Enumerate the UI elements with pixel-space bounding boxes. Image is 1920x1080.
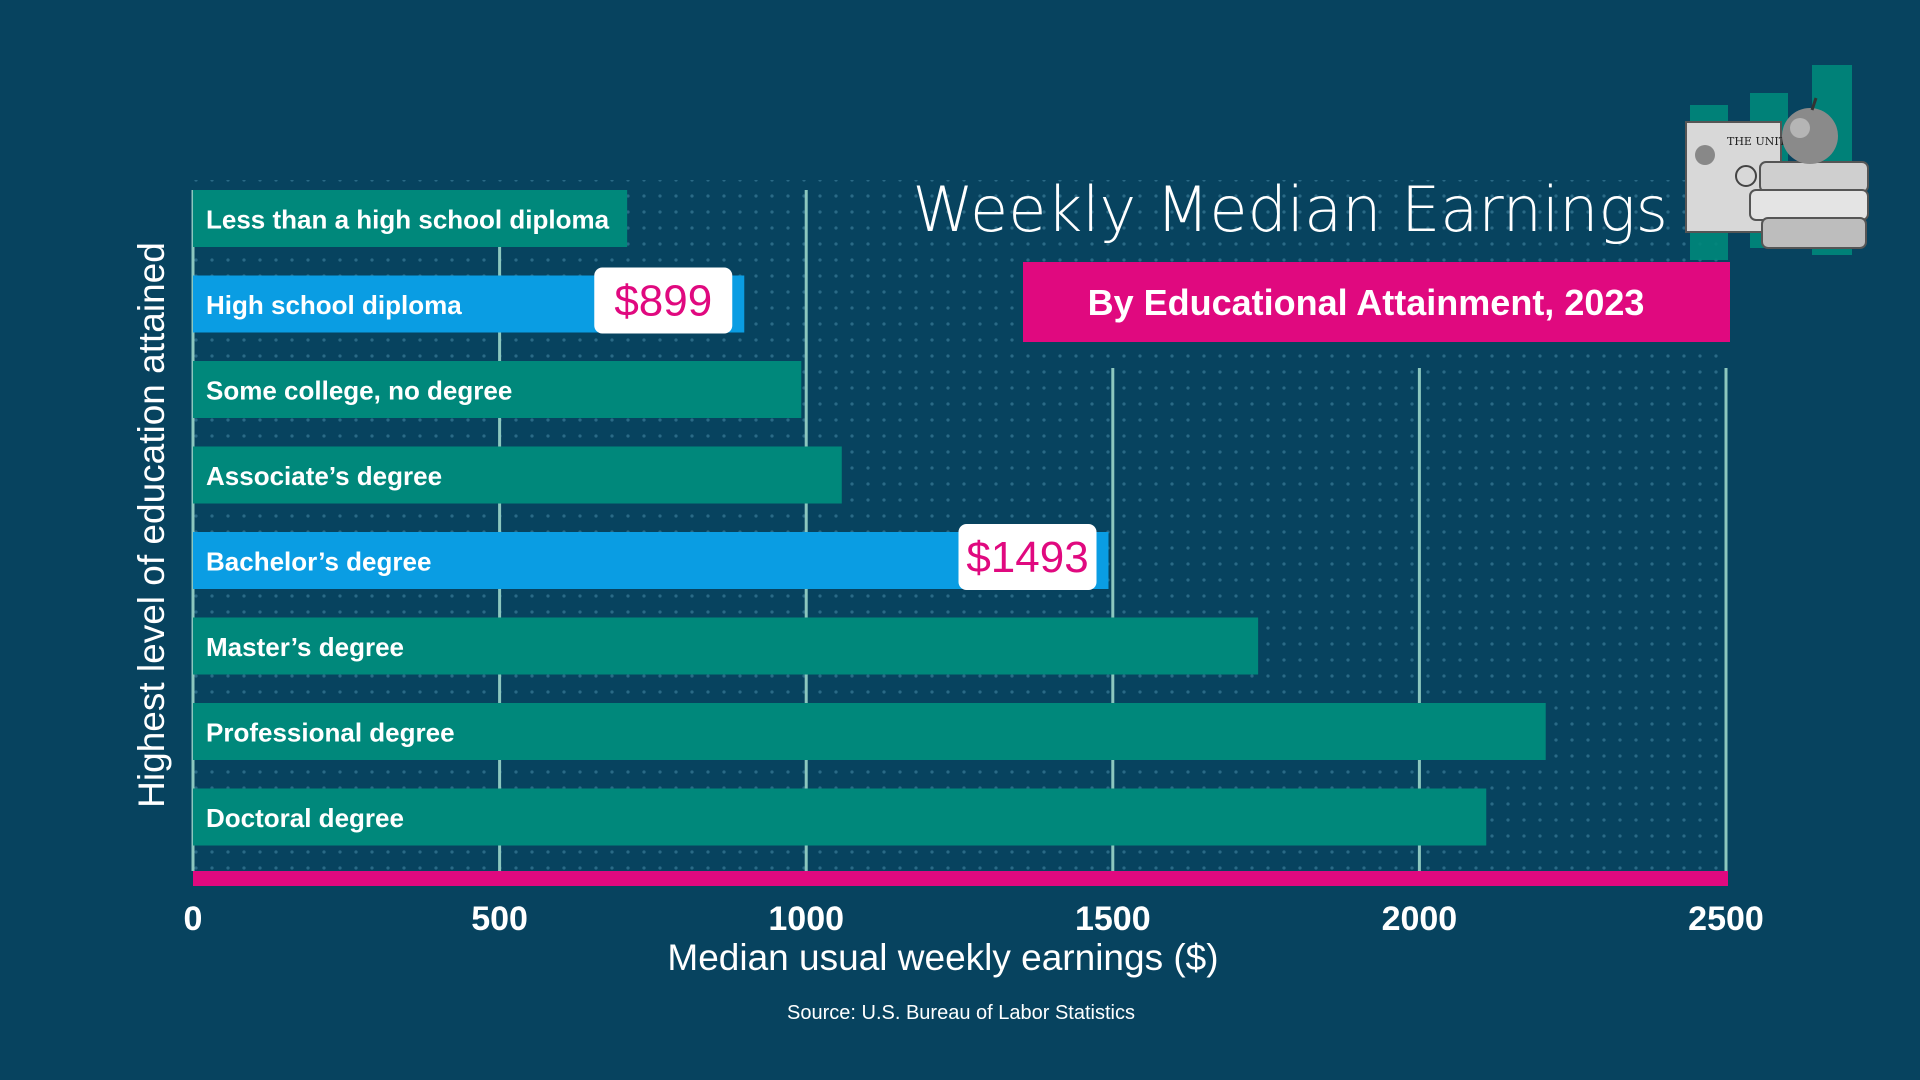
- gridline: [804, 190, 808, 871]
- bar-category-label: Professional degree: [206, 718, 455, 748]
- source-note: Source: U.S. Bureau of Labor Statistics: [787, 1002, 1135, 1024]
- gridline: [191, 190, 195, 871]
- bar: [193, 446, 842, 504]
- bar-category-label: Some college, no degree: [206, 376, 512, 406]
- y-axis-label: Highest level of education attained: [131, 242, 172, 808]
- x-axis-label: Median usual weekly earnings ($): [667, 937, 1218, 978]
- gridline: [498, 190, 502, 871]
- value-callout-box: [594, 267, 733, 334]
- gridline: [1724, 368, 1728, 871]
- x-tick-label: 2000: [1382, 900, 1458, 938]
- subtitle-banner: [1023, 262, 1730, 342]
- bars: Less than a high school diploma High scho…: [193, 190, 1546, 846]
- chart-subtitle: By Educational Attainment, 2023: [1088, 282, 1645, 323]
- bar-category-label: Associate’s degree: [206, 461, 442, 491]
- bar: [193, 361, 802, 418]
- value-callout-label: $899: [614, 277, 712, 326]
- x-tick-label: 500: [471, 900, 528, 938]
- bar: [193, 703, 1546, 760]
- x-tick-labels: 0 500 1000 1500 2000 2500: [184, 900, 1764, 938]
- bar-category-label: Less than a high school diploma: [206, 205, 610, 235]
- x-tick-label: 1500: [1075, 900, 1151, 938]
- bar-category-label: High school diploma: [206, 290, 462, 320]
- money-apple-books-icon: THE UNIT: [1685, 65, 1869, 260]
- x-tick-label: 2500: [1688, 900, 1764, 938]
- chart-title: Weekly Median Earnings: [912, 173, 1668, 246]
- x-axis-baseline: [193, 871, 1728, 886]
- svg-text:THE UNIT: THE UNIT: [1727, 135, 1787, 148]
- bar: [193, 532, 1109, 589]
- x-tick-label: 1000: [768, 900, 844, 938]
- bar: [193, 190, 628, 247]
- x-tick-label: 0: [184, 900, 203, 938]
- bar-category-label: Doctoral degree: [206, 803, 404, 833]
- bar-category-label: Bachelor’s degree: [206, 547, 431, 577]
- bar: [193, 617, 1259, 675]
- value-callout-label: $1493: [966, 533, 1088, 582]
- bar: [193, 788, 1487, 846]
- value-callout-box: [958, 524, 1097, 590]
- gridline: [1417, 368, 1421, 871]
- bar-category-label: Master’s degree: [206, 632, 404, 662]
